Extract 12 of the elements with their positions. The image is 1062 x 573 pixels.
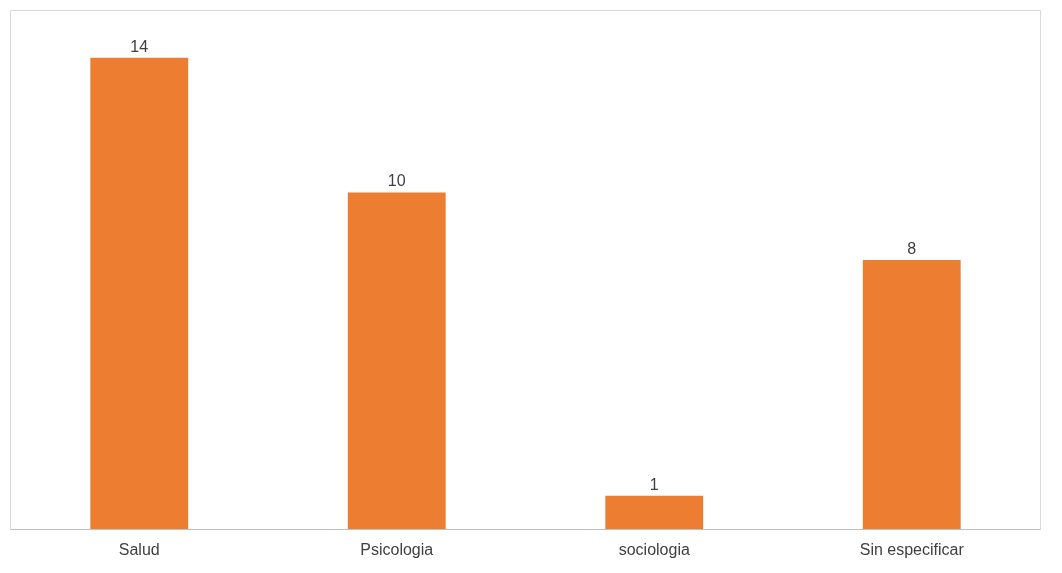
x-tick-label: Sin especificar [859,540,965,558]
data-label: 10 [387,172,406,190]
bar [90,57,189,530]
bar [347,192,446,530]
bar [605,495,704,530]
x-tick-label: sociologia [618,540,690,558]
x-tick-label: Salud [118,540,160,558]
data-label: 1 [649,475,659,493]
data-label: 8 [907,239,917,257]
bar [862,259,961,530]
data-label: 14 [130,37,149,55]
x-tick-label: Psicologia [360,540,434,558]
